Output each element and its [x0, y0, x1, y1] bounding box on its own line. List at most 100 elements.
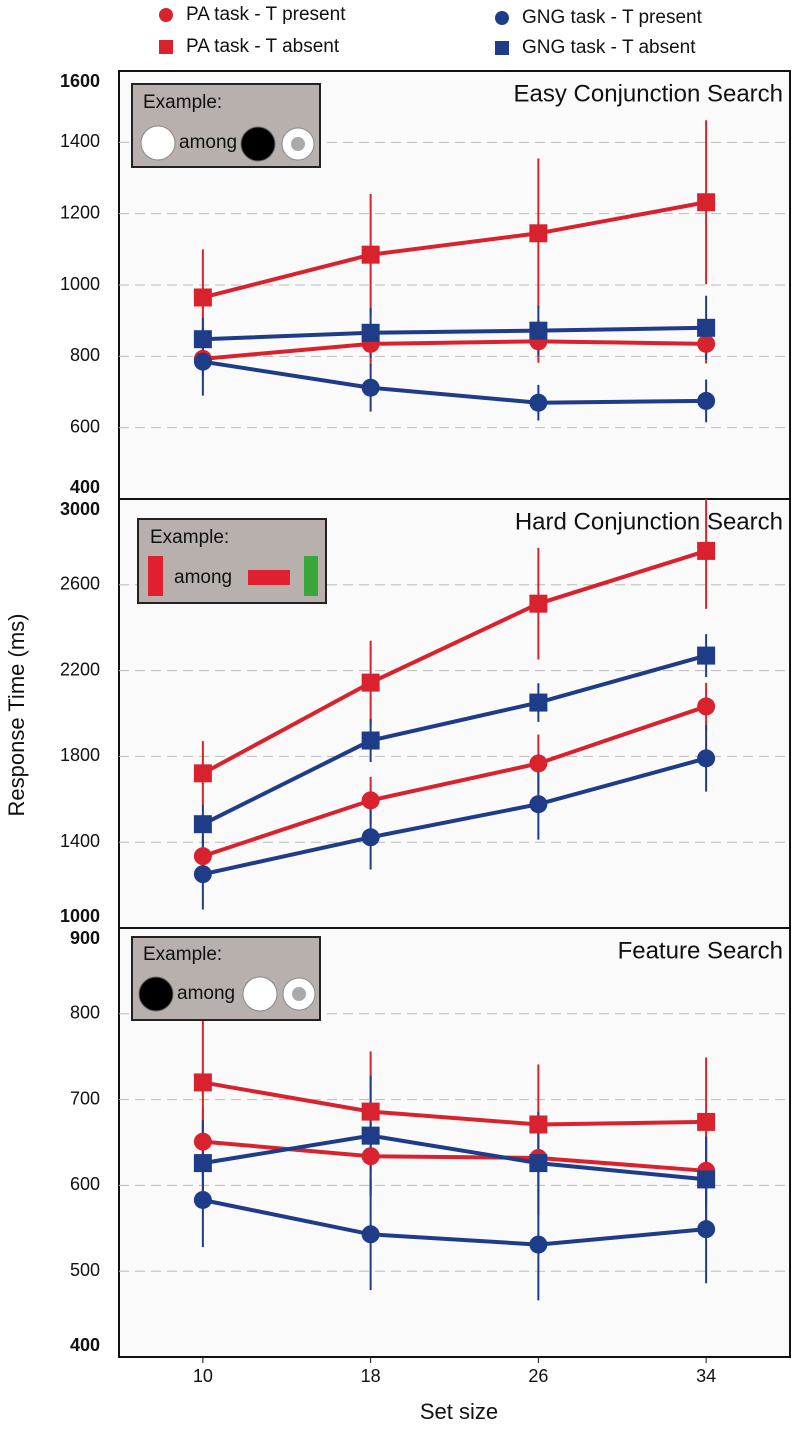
point: [193, 1132, 212, 1151]
point: [697, 646, 716, 665]
point: [193, 1073, 212, 1092]
y-tick-label: 800: [70, 345, 100, 365]
point: [697, 1112, 716, 1131]
x-axis-label: Set size: [420, 1399, 498, 1424]
y-tick-label: 900: [70, 928, 100, 948]
y-tick-label: 400: [70, 1335, 100, 1355]
legend-marker: [159, 40, 173, 54]
inset-shape: [140, 125, 176, 161]
y-tick-label: 1600: [60, 71, 100, 91]
point: [361, 828, 380, 847]
point: [697, 193, 716, 212]
y-tick-label: 700: [70, 1088, 100, 1108]
y-tick-label: 2600: [60, 574, 100, 594]
y-tick-label: 1200: [60, 202, 100, 222]
point: [193, 330, 212, 349]
inset-among: among: [179, 132, 237, 153]
inset-shape: [292, 987, 306, 1001]
panel-title: Easy Conjunction Search: [514, 80, 783, 107]
y-tick-label: 1400: [60, 131, 100, 151]
point: [361, 673, 380, 692]
inset-label: Example:: [143, 92, 222, 113]
legend-marker: [495, 41, 509, 55]
point: [361, 791, 380, 810]
inset-shape: [304, 556, 318, 596]
y-tick-label: 600: [70, 1174, 100, 1194]
y-tick-label: 500: [70, 1260, 100, 1280]
point: [193, 1190, 212, 1209]
series-line: [201, 653, 707, 826]
x-tick-label: 10: [193, 1366, 213, 1386]
inset-among: among: [174, 567, 232, 588]
point: [361, 1225, 380, 1244]
point: [697, 1220, 716, 1239]
point: [361, 1126, 380, 1145]
point: [193, 865, 212, 884]
series-line: [202, 200, 707, 300]
x-tick-label: 26: [528, 1366, 548, 1386]
series-line: [202, 1198, 707, 1247]
legend-label: PA task - T present: [186, 4, 346, 25]
panel-title: Hard Conjunction Search: [515, 508, 783, 535]
inset-shape: [291, 137, 305, 151]
point: [361, 1102, 380, 1121]
point: [529, 754, 548, 773]
point: [697, 391, 716, 410]
y-tick-label: 1800: [60, 745, 100, 765]
point: [529, 693, 548, 712]
point: [697, 749, 716, 768]
y-tick-label: 600: [70, 416, 100, 436]
series-line: [202, 359, 707, 405]
x-tick-label: 34: [696, 1366, 716, 1386]
point: [697, 318, 716, 337]
point: [193, 764, 212, 783]
inset-3: Example: among: [131, 936, 321, 1021]
y-tick-label: 800: [70, 1003, 100, 1023]
series-line: [202, 1133, 707, 1182]
y-tick-label: 2200: [60, 659, 100, 679]
panel-title: Feature Search: [618, 937, 783, 964]
point: [361, 378, 380, 397]
point: [193, 352, 212, 371]
legend-label: GNG task - T absent: [522, 37, 696, 58]
point: [193, 847, 212, 866]
series-line: [202, 339, 707, 361]
legend-marker: [159, 8, 173, 22]
point: [529, 224, 548, 243]
point: [361, 245, 380, 264]
point: [529, 1154, 548, 1173]
y-tick-label: 3000: [60, 499, 100, 519]
point: [529, 594, 548, 613]
y-axis-label: Response Time (ms): [4, 614, 29, 817]
inset-label: Example:: [150, 527, 229, 548]
legend-label: GNG task - T present: [522, 7, 703, 28]
point: [361, 1147, 380, 1166]
point: [697, 1170, 716, 1189]
point: [193, 1154, 212, 1173]
inset-among: among: [177, 983, 235, 1004]
inset-shape: [148, 556, 163, 596]
point: [697, 334, 716, 353]
inset-1: Example: among: [131, 83, 321, 168]
inset-box: [137, 518, 327, 604]
inset-shape: [248, 570, 290, 585]
series-line: [202, 1080, 707, 1127]
point: [361, 731, 380, 750]
series-line: [202, 704, 707, 859]
point: [529, 1235, 548, 1254]
series-line: [202, 325, 707, 342]
inset-shape: [138, 976, 174, 1012]
point: [529, 393, 548, 412]
inset-label: Example:: [143, 944, 222, 965]
inset-shape: [242, 976, 278, 1012]
point: [697, 697, 716, 716]
point: [361, 323, 380, 342]
series-line: [201, 549, 707, 776]
point: [529, 1115, 548, 1134]
point: [193, 288, 212, 307]
x-tick-label: 18: [361, 1366, 381, 1386]
legend-label: PA task - T absent: [186, 36, 340, 57]
inset-2: Example: among: [137, 518, 327, 604]
plot-layer: PA task - T present PA task - T absent GNG…: [60, 4, 791, 1386]
y-tick-label: 1000: [60, 906, 100, 926]
